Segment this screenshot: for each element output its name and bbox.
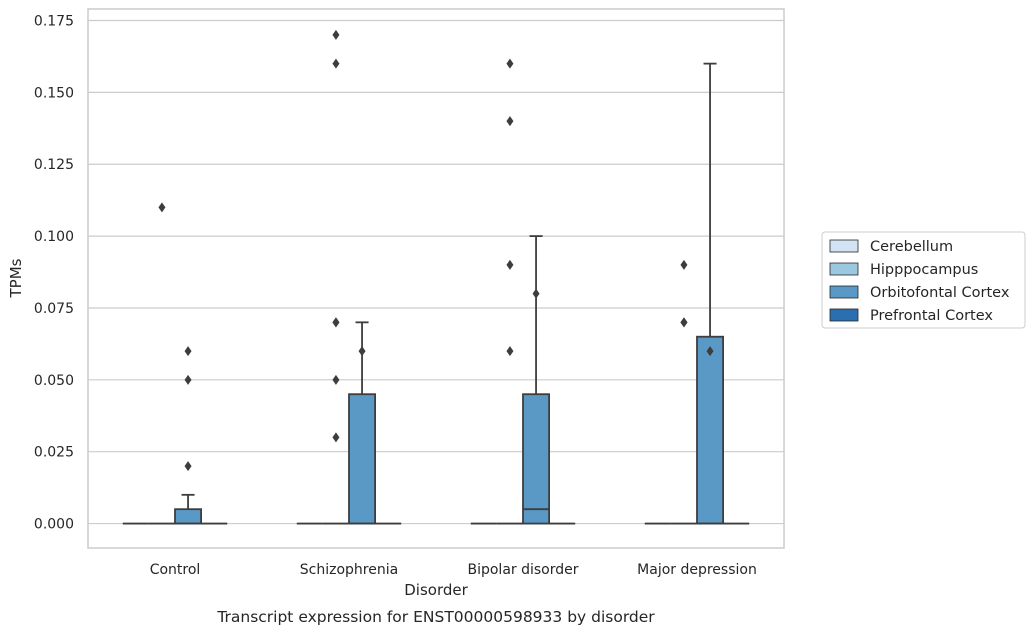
x-tick-label: Major depression [637,562,757,578]
legend-item: Orbitofontal Cortex [829,285,1010,301]
box [696,335,725,525]
outlier-point [332,432,340,443]
outlier-point [184,374,192,385]
x-axis-label: Disorder [404,581,468,599]
outlier-point [332,58,340,69]
box-group [148,202,175,525]
y-ticks: 0.000 0.025 0.050 0.075 0.100 0.125 0.150 0.175 [34,13,74,532]
legend-swatch [829,262,859,276]
legend-item: Cerebellum [829,239,953,255]
marks-layer [122,29,750,525]
plot-frame [87,8,785,549]
box [174,508,203,525]
legend-label: Orbitofontal Cortex [870,285,1010,301]
box-group [496,58,523,525]
outlier-point [332,29,340,40]
outlier-point [158,202,166,213]
y-tick-label: 0.100 [34,229,74,245]
grid-layer [88,19,784,525]
legend-item: Hipppocampus [829,262,978,278]
legend-frame [821,231,1026,329]
outlier-point [332,317,340,328]
box [348,393,377,525]
box-group [174,346,203,525]
x-tick-label: Schizophrenia [300,562,398,578]
outlier-point [506,58,514,69]
y-tick-label: 0.025 [34,445,74,461]
outlier-point [680,317,688,328]
outlier-point [706,346,714,357]
y-tick-label: 0.175 [34,13,74,29]
outlier-point [184,346,192,357]
outlier-point [532,288,540,299]
legend-label: Prefrontal Cortex [870,308,993,324]
legend-label: Cerebellum [870,239,953,255]
box [522,393,551,525]
box-group [348,321,377,525]
y-tick-label: 0.150 [34,85,74,101]
legend-swatch [829,239,859,253]
outlier-point [184,461,192,472]
outlier-point [332,374,340,385]
box-group [522,235,551,525]
legend-swatch [829,285,859,299]
outlier-point [506,116,514,127]
legend: Cerebellum Hipppocampus Orbitofontal Corte… [821,231,1026,329]
x-tick-label: Bipolar disorder [467,562,578,578]
outlier-point [358,346,366,357]
y-tick-label: 0.000 [34,517,74,533]
outlier-point [506,346,514,357]
x-tick-label: Control [150,562,201,578]
box-group [322,29,349,525]
outlier-point [506,259,514,270]
y-tick-label: 0.125 [34,157,74,173]
legend-label: Hipppocampus [870,262,978,278]
legend-item: Prefrontal Cortex [829,308,993,324]
y-tick-label: 0.050 [34,373,74,389]
legend-swatch [829,308,859,322]
chart-caption: Transcript expression for ENST0000059893… [216,608,655,626]
x-ticks: Control Schizophrenia Bipolar disorder Majo… [150,562,757,578]
outlier-point [680,259,688,270]
box-group [696,62,725,525]
y-axis-label: TPMs [7,258,25,298]
box-group [670,259,697,525]
y-tick-label: 0.075 [34,301,74,317]
